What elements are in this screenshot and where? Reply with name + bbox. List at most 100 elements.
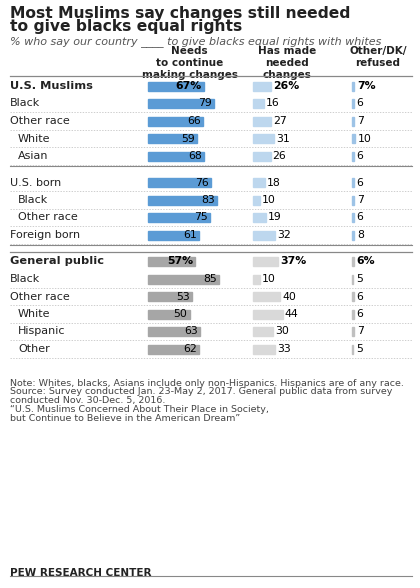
Bar — [352, 345, 353, 353]
Bar — [352, 275, 353, 283]
Text: 66: 66 — [187, 116, 201, 126]
Text: Other: Other — [18, 344, 50, 354]
Text: 75: 75 — [194, 212, 208, 222]
Bar — [148, 257, 195, 266]
Bar — [148, 230, 199, 239]
Text: but Continue to Believe in the American Dream”: but Continue to Believe in the American … — [10, 414, 240, 423]
Text: 40: 40 — [282, 292, 296, 302]
Text: Foreign born: Foreign born — [10, 230, 80, 240]
Bar — [148, 99, 214, 108]
Bar — [148, 327, 200, 336]
Bar — [352, 82, 354, 91]
Text: 5: 5 — [357, 344, 363, 354]
Text: conducted Nov. 30-Dec. 5, 2016.: conducted Nov. 30-Dec. 5, 2016. — [10, 396, 165, 405]
Text: Other race: Other race — [18, 212, 78, 222]
Text: 32: 32 — [277, 230, 291, 240]
Text: 6: 6 — [357, 178, 364, 188]
Text: Other/DK/
refused: Other/DK/ refused — [349, 46, 407, 68]
Bar — [253, 257, 278, 266]
Text: 5: 5 — [357, 274, 363, 284]
Text: Hispanic: Hispanic — [18, 326, 66, 336]
Text: 10: 10 — [262, 274, 276, 284]
Text: “U.S. Muslims Concerned About Their Place in Society,: “U.S. Muslims Concerned About Their Plac… — [10, 405, 269, 414]
Text: 83: 83 — [201, 195, 215, 205]
Text: 26: 26 — [273, 151, 286, 161]
Bar — [253, 152, 270, 161]
Bar — [148, 116, 203, 125]
Text: 10: 10 — [358, 133, 372, 143]
Text: 76: 76 — [195, 178, 209, 188]
Bar — [253, 309, 283, 319]
Text: 7%: 7% — [357, 81, 375, 91]
Text: to give blacks equal rights: to give blacks equal rights — [10, 19, 242, 34]
Text: 16: 16 — [266, 99, 280, 109]
Text: 63: 63 — [184, 326, 198, 336]
Bar — [352, 257, 354, 266]
Text: 30: 30 — [276, 326, 289, 336]
Bar — [148, 178, 211, 187]
Bar — [148, 292, 192, 301]
Bar — [352, 327, 354, 336]
Bar — [352, 152, 354, 161]
Text: 8: 8 — [357, 230, 364, 240]
Bar — [253, 292, 280, 301]
Bar — [253, 116, 271, 125]
Bar — [253, 195, 260, 205]
Bar — [253, 178, 265, 187]
Text: U.S. Muslims: U.S. Muslims — [10, 81, 93, 91]
Text: 27: 27 — [273, 116, 287, 126]
Text: 57%: 57% — [167, 256, 193, 266]
Bar — [148, 134, 197, 143]
Text: 26%: 26% — [273, 81, 299, 91]
Text: 33: 33 — [278, 344, 291, 354]
Text: U.S. born: U.S. born — [10, 178, 61, 188]
Text: 50: 50 — [173, 309, 187, 319]
Text: White: White — [18, 133, 50, 143]
Text: PEW RESEARCH CENTER: PEW RESEARCH CENTER — [10, 568, 152, 578]
Bar — [253, 134, 274, 143]
Bar — [352, 116, 354, 125]
Text: Asian: Asian — [18, 151, 48, 161]
Bar — [253, 99, 264, 108]
Text: 7: 7 — [357, 195, 364, 205]
Text: Black: Black — [10, 99, 40, 109]
Text: Source: Survey conducted Jan. 23-May 2, 2017. General public data from survey: Source: Survey conducted Jan. 23-May 2, … — [10, 387, 392, 396]
Text: 18: 18 — [267, 178, 281, 188]
Text: Other race: Other race — [10, 292, 70, 302]
Text: 85: 85 — [203, 274, 217, 284]
Bar — [253, 213, 266, 222]
Text: Other race: Other race — [10, 116, 70, 126]
Bar — [148, 345, 200, 353]
Bar — [253, 345, 276, 353]
Text: Needs
to continue
making changes: Needs to continue making changes — [142, 46, 237, 80]
Text: 62: 62 — [184, 344, 197, 354]
Bar — [352, 309, 354, 319]
Text: Black: Black — [18, 195, 48, 205]
Text: 37%: 37% — [280, 256, 307, 266]
Text: 59: 59 — [181, 133, 195, 143]
Text: 6%: 6% — [357, 256, 375, 266]
Text: 6: 6 — [357, 309, 364, 319]
Text: Note: Whites, blacks, Asians include only non-Hispanics. Hispanics are of any ra: Note: Whites, blacks, Asians include onl… — [10, 379, 404, 387]
Bar — [352, 195, 354, 205]
Bar — [352, 178, 354, 187]
Bar — [253, 82, 270, 91]
Bar — [148, 152, 205, 161]
Bar — [148, 213, 210, 222]
Bar — [148, 82, 204, 91]
Bar — [352, 292, 354, 301]
Text: 19: 19 — [268, 212, 282, 222]
Bar — [352, 99, 354, 108]
Text: 7: 7 — [357, 326, 364, 336]
Bar — [352, 134, 355, 143]
Text: 6: 6 — [357, 151, 364, 161]
Bar — [148, 275, 218, 283]
Bar — [253, 230, 275, 239]
Text: 6: 6 — [357, 292, 364, 302]
Text: 53: 53 — [176, 292, 190, 302]
Text: Black: Black — [10, 274, 40, 284]
Bar — [148, 309, 189, 319]
Bar — [253, 275, 260, 283]
Text: 79: 79 — [198, 99, 212, 109]
Text: 6: 6 — [357, 99, 364, 109]
